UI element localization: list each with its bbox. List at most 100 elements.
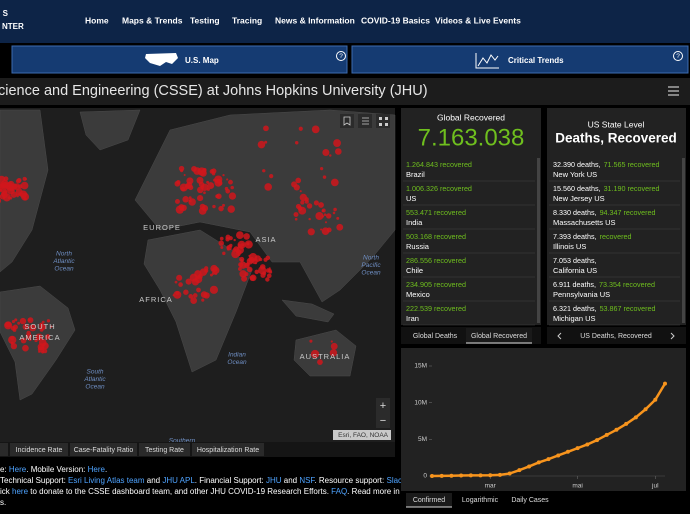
point (624, 421, 629, 426)
footer-link[interactable]: Here (9, 465, 27, 474)
zoom-in[interactable]: + (380, 400, 386, 412)
global-total: 7.163.038 (418, 124, 525, 151)
row-deaths: 8.330 deaths, (553, 208, 597, 217)
case-dot (10, 325, 16, 331)
case-dot (329, 349, 338, 357)
map-label: Ocean (54, 266, 74, 273)
footer-link[interactable]: Here (88, 465, 106, 474)
tab[interactable]: US Deaths, Recovered (580, 333, 652, 340)
case-dot (29, 324, 37, 332)
map-tab[interactable] (139, 443, 190, 456)
footer-link[interactable]: JHU (266, 476, 282, 485)
active-tab[interactable] (466, 328, 532, 343)
case-dot (293, 184, 300, 191)
scrollbar[interactable] (537, 158, 540, 323)
nav-item[interactable]: Tracing (232, 15, 262, 25)
active-tab[interactable] (406, 493, 452, 507)
case-dot (175, 199, 180, 204)
y-tick-label: 10M (414, 399, 427, 406)
menu-icon[interactable] (668, 86, 679, 96)
nav-item[interactable]: News & Information (275, 15, 355, 25)
critical-trends-button[interactable] (351, 45, 689, 74)
bookmark-button[interactable] (340, 114, 354, 128)
footer-text: . Financial Support: (195, 476, 266, 485)
case-dot (198, 181, 205, 188)
map-label: South (87, 369, 104, 376)
case-dot (14, 318, 18, 322)
map-controls[interactable]: + − (340, 114, 390, 428)
x-tick-label: jul (651, 483, 659, 490)
zoom-control[interactable] (376, 398, 390, 428)
point (488, 473, 493, 478)
case-dot (313, 200, 319, 206)
case-dot (207, 182, 215, 190)
case-dot (228, 179, 233, 185)
footer-link[interactable]: FAQ (331, 487, 347, 496)
help-icon[interactable] (673, 51, 683, 61)
case-dot (241, 275, 248, 282)
case-dot (182, 196, 189, 203)
case-dot (17, 321, 21, 325)
nav-item[interactable]: Maps & Trends (122, 15, 183, 25)
point (614, 427, 619, 432)
case-dot (322, 148, 330, 156)
case-dot (0, 198, 2, 204)
case-dot (45, 334, 51, 340)
row-place: Chile (406, 266, 423, 275)
case-dot (294, 140, 299, 145)
point (565, 449, 570, 454)
help-icon[interactable] (336, 51, 346, 61)
row-values: 6.911 deaths, 73.354 recovered (553, 280, 655, 289)
map-tab[interactable] (70, 443, 137, 456)
footer-link[interactable]: Slack (386, 476, 407, 485)
map-tab-label[interactable]: Hospitalization Rate (197, 447, 259, 454)
x-tick-label: mai (572, 483, 582, 490)
case-dot (189, 273, 198, 282)
case-dot (304, 199, 309, 204)
us-map-button[interactable] (11, 45, 348, 74)
header-title: cience and Engineering (CSSE) at Johns H… (0, 83, 428, 99)
nav-item[interactable]: Testing (190, 15, 220, 25)
tab[interactable]: Logarithmic (462, 497, 499, 504)
next-arrow[interactable] (670, 332, 675, 340)
tab[interactable]: Global Deaths (413, 333, 458, 340)
scrollbar[interactable] (682, 158, 685, 323)
nav-item[interactable]: Home (85, 15, 109, 25)
case-dot (229, 243, 233, 248)
map-tab-label[interactable]: Incidence Rate (16, 447, 63, 454)
case-dot (211, 271, 216, 275)
row-values: 15.560 deaths, 31.190 recovered (553, 184, 660, 193)
footer-link[interactable]: here (12, 487, 29, 496)
case-dot (318, 202, 324, 208)
case-dot (172, 294, 175, 297)
case-dot (320, 167, 324, 171)
case-dot (23, 197, 27, 201)
map-tab[interactable] (192, 443, 264, 456)
nav-item[interactable]: COVID-19 Basics (361, 15, 430, 25)
tab[interactable]: Global Recovered (471, 333, 527, 340)
row-value: 1.006.326 recovered (406, 184, 472, 193)
row-place: New York US (553, 170, 597, 179)
case-dot (183, 173, 186, 176)
case-dot (8, 335, 17, 344)
map-tab[interactable] (10, 443, 68, 456)
footer-link[interactable]: Esri Living Atlas team (68, 476, 145, 485)
tab[interactable]: Daily Cases (511, 497, 549, 504)
panel-title: Global Recovered (437, 112, 505, 122)
panel-subtitle: Deaths, Recovered (555, 131, 677, 146)
case-dot (37, 337, 40, 340)
map-tab-label[interactable]: Case-Fatality Ratio (74, 447, 134, 454)
footer-link[interactable]: NSF (299, 476, 315, 485)
footer-text: donate (39, 487, 64, 496)
map-tab[interactable] (0, 443, 8, 456)
prev-arrow[interactable] (557, 332, 562, 340)
footer: e: Here. Mobile Version: Here. Technical … (0, 465, 408, 507)
nav-item[interactable]: Videos & Live Events (435, 15, 521, 25)
zoom-out[interactable]: − (380, 415, 386, 427)
case-dot (254, 255, 262, 262)
tab[interactable]: Confirmed (413, 497, 445, 504)
map-tab-label[interactable]: Testing Rate (145, 447, 184, 454)
footer-link[interactable]: JHU APL (162, 476, 195, 485)
case-dot (200, 291, 208, 298)
case-dot (324, 221, 328, 224)
